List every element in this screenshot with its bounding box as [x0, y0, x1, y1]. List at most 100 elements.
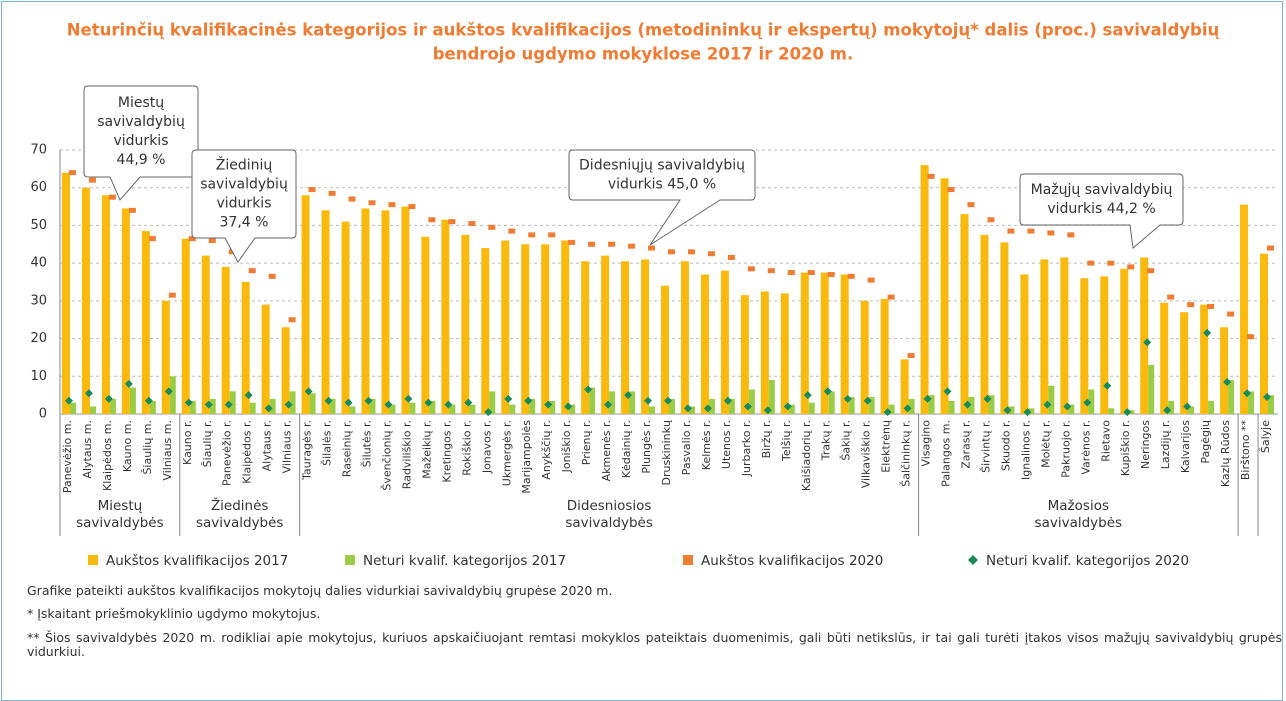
bar — [141, 231, 150, 414]
bar — [1000, 242, 1009, 414]
x-tick-label: Alytaus r. — [261, 420, 274, 471]
marker — [308, 187, 316, 193]
bar — [149, 400, 156, 414]
marker — [1167, 294, 1175, 300]
x-tick-label: Birštono ** — [1239, 420, 1252, 481]
bar — [601, 255, 610, 414]
bar — [1028, 408, 1035, 414]
x-tick-label: Prienų r. — [580, 420, 593, 465]
marker — [883, 408, 892, 417]
marker — [148, 236, 156, 242]
bar — [641, 259, 650, 414]
bar — [1020, 274, 1029, 414]
marker — [288, 317, 296, 323]
callout-text: Didesniųjų savivaldybių — [579, 158, 745, 174]
bar — [808, 402, 815, 414]
x-tick-label: Vilniaus r. — [281, 420, 294, 473]
callout-text: 44,9 % — [117, 152, 166, 168]
bar — [948, 400, 955, 414]
marker — [64, 396, 73, 405]
group-label: savivaldybės — [76, 515, 164, 531]
marker — [887, 294, 895, 300]
bar — [1120, 268, 1129, 414]
marker — [604, 400, 613, 409]
bar — [481, 248, 490, 414]
marker — [184, 398, 193, 407]
marker — [827, 271, 835, 277]
marker — [1247, 334, 1255, 340]
x-tick-label: Neringos — [1139, 420, 1152, 469]
bar — [81, 187, 90, 414]
marker — [963, 400, 972, 409]
legend-swatch — [345, 555, 355, 565]
x-tick-label: Kretingos r. — [440, 420, 453, 483]
bar — [1220, 327, 1229, 414]
marker — [484, 408, 493, 417]
bar — [229, 391, 236, 414]
marker — [644, 396, 653, 405]
marker — [803, 391, 812, 400]
marker — [244, 391, 253, 400]
bar — [1188, 406, 1195, 414]
bar — [1080, 278, 1089, 414]
bar — [241, 282, 250, 414]
marker — [168, 292, 176, 298]
x-tick-label: Kauno r. — [181, 420, 194, 465]
x-tick-label: Klaipėdos m. — [101, 420, 114, 491]
x-tick-label: Anykščių r. — [540, 420, 553, 480]
marker — [584, 385, 593, 394]
bar — [888, 404, 895, 414]
bar — [61, 172, 70, 414]
marker — [727, 254, 735, 260]
marker — [668, 249, 675, 255]
x-tick-label: Kėdainių r. — [620, 420, 633, 478]
bar — [69, 402, 76, 414]
bar — [321, 210, 330, 414]
marker — [68, 170, 76, 176]
marker — [508, 228, 516, 234]
marker — [384, 400, 393, 409]
marker — [707, 251, 715, 257]
bar — [688, 406, 695, 414]
marker — [544, 400, 553, 409]
x-tick-label: Šalčininkų r. — [900, 420, 913, 487]
x-tick-label: Raseinių r. — [341, 420, 354, 477]
marker — [224, 400, 233, 409]
x-tick-label: Šalyje — [1259, 420, 1272, 453]
marker — [767, 268, 775, 274]
marker — [344, 398, 353, 407]
marker — [723, 396, 732, 405]
legend-label: Neturi kvalif. kategorijos 2020 — [986, 553, 1189, 569]
x-tick-label: Alytaus m. — [81, 420, 94, 479]
x-tick-label: Akmenės r. — [600, 420, 613, 481]
x-tick-label: Ignalinos r. — [1019, 420, 1032, 480]
callout-text: Žiedinių — [216, 156, 273, 174]
bar — [988, 395, 995, 414]
y-tick-label: 30 — [30, 293, 47, 308]
marker — [524, 396, 533, 405]
bar — [1180, 312, 1189, 414]
bar — [868, 397, 875, 414]
chart-title: Neturinčių kvalifikacinės kategorijos ir… — [67, 21, 1220, 40]
x-tick-label: Trakų r. — [820, 420, 833, 461]
bar — [1060, 257, 1069, 414]
marker — [464, 398, 473, 407]
marker — [248, 268, 256, 274]
x-tick-label: Šiaulių m. — [141, 420, 154, 475]
y-tick-label: 0 — [39, 407, 47, 422]
marker — [867, 277, 875, 283]
marker — [88, 177, 96, 183]
marker — [1243, 389, 1252, 398]
marker — [947, 187, 955, 193]
bar — [389, 404, 396, 414]
callout-text: savivaldybių — [200, 177, 288, 193]
bar — [189, 400, 196, 414]
marker — [444, 400, 453, 409]
bar — [609, 391, 616, 414]
x-tick-label: Visagino — [920, 420, 933, 467]
bar — [669, 398, 675, 414]
bar — [209, 398, 216, 414]
x-tick-label: Vilkaviškio r. — [860, 420, 873, 488]
bar — [541, 244, 550, 414]
bar — [201, 255, 210, 414]
